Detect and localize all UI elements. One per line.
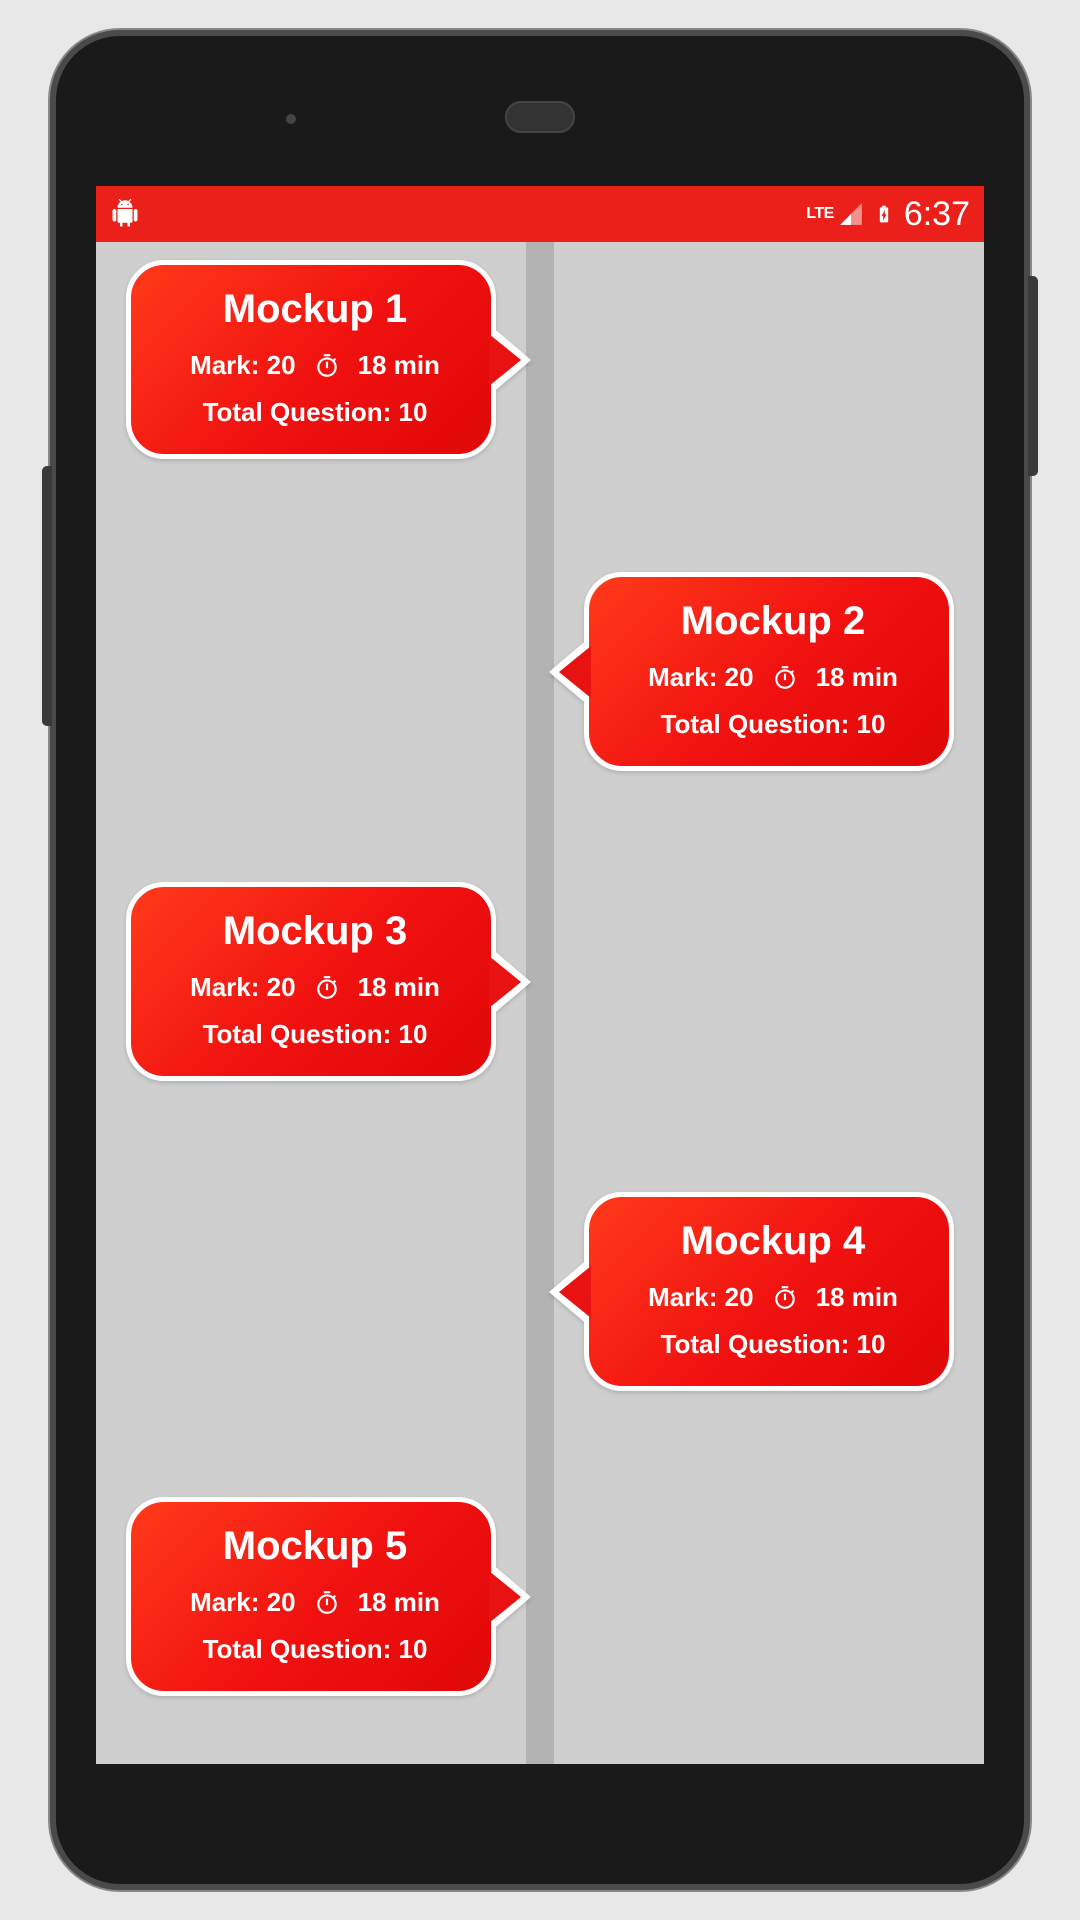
mockup-card[interactable]: Mockup 5 Mark: 20 18 min Total Question: 10	[126, 1497, 496, 1696]
mark-label: Mark: 20	[648, 1282, 754, 1313]
mockup-stats-row: Mark: 20 18 min	[159, 1587, 471, 1618]
statusbar-right: LTE 6:37	[806, 195, 970, 234]
mark-label: Mark: 20	[190, 1587, 296, 1618]
mark-label: Mark: 20	[648, 662, 754, 693]
phone-screen: LTE 6:37 Mockup 1 Mark: 20 18 min Total Que…	[96, 186, 984, 1764]
mockup-card[interactable]: Mockup 4 Mark: 20 18 min Total Question: 10	[584, 1192, 954, 1391]
bubble-tail	[489, 1571, 521, 1623]
total-questions-label: Total Question: 10	[203, 397, 428, 428]
total-questions-label: Total Question: 10	[661, 1329, 886, 1360]
mockup-total-row: Total Question: 10	[159, 1634, 471, 1665]
total-questions-label: Total Question: 10	[203, 1019, 428, 1050]
bubble-tail	[559, 646, 591, 698]
android-icon	[110, 199, 140, 229]
signal-icon	[838, 201, 864, 227]
clock-label: 6:37	[904, 195, 970, 234]
mockup-title: Mockup 4	[617, 1219, 929, 1264]
mockup-title: Mockup 5	[159, 1524, 471, 1569]
earpiece-speaker	[505, 101, 575, 133]
network-type-label: LTE	[806, 205, 834, 223]
timeline-content[interactable]: Mockup 1 Mark: 20 18 min Total Question: 10…	[96, 242, 984, 1764]
timer-icon	[314, 1590, 340, 1616]
mockup-card[interactable]: Mockup 3 Mark: 20 18 min Total Question: 10	[126, 882, 496, 1081]
time-label: 18 min	[358, 972, 440, 1003]
battery-charging-icon	[874, 199, 894, 229]
timer-icon	[772, 1285, 798, 1311]
mockup-card[interactable]: Mockup 2 Mark: 20 18 min Total Question: 10	[584, 572, 954, 771]
mockup-total-row: Total Question: 10	[617, 1329, 929, 1360]
status-bar: LTE 6:37	[96, 186, 984, 242]
mockup-stats-row: Mark: 20 18 min	[617, 662, 929, 693]
timer-icon	[772, 665, 798, 691]
mockup-total-row: Total Question: 10	[159, 1019, 471, 1050]
mockup-stats-row: Mark: 20 18 min	[159, 972, 471, 1003]
bubble-tail	[489, 956, 521, 1008]
bubble-tail	[489, 334, 521, 386]
bubble-tail	[559, 1266, 591, 1318]
mockup-total-row: Total Question: 10	[617, 709, 929, 740]
mockup-stats-row: Mark: 20 18 min	[617, 1282, 929, 1313]
timer-icon	[314, 975, 340, 1001]
phone-device-frame: LTE 6:37 Mockup 1 Mark: 20 18 min Total Que…	[50, 30, 1030, 1890]
time-label: 18 min	[358, 1587, 440, 1618]
mockup-card[interactable]: Mockup 1 Mark: 20 18 min Total Question: 10	[126, 260, 496, 459]
mockup-stats-row: Mark: 20 18 min	[159, 350, 471, 381]
time-label: 18 min	[816, 662, 898, 693]
mockup-title: Mockup 2	[617, 599, 929, 644]
mockup-total-row: Total Question: 10	[159, 397, 471, 428]
total-questions-label: Total Question: 10	[203, 1634, 428, 1665]
mark-label: Mark: 20	[190, 972, 296, 1003]
proximity-sensor	[286, 114, 296, 124]
mark-label: Mark: 20	[190, 350, 296, 381]
timer-icon	[314, 353, 340, 379]
statusbar-left	[110, 199, 140, 229]
mockup-title: Mockup 1	[159, 287, 471, 332]
total-questions-label: Total Question: 10	[661, 709, 886, 740]
time-label: 18 min	[358, 350, 440, 381]
mockup-title: Mockup 3	[159, 909, 471, 954]
time-label: 18 min	[816, 1282, 898, 1313]
